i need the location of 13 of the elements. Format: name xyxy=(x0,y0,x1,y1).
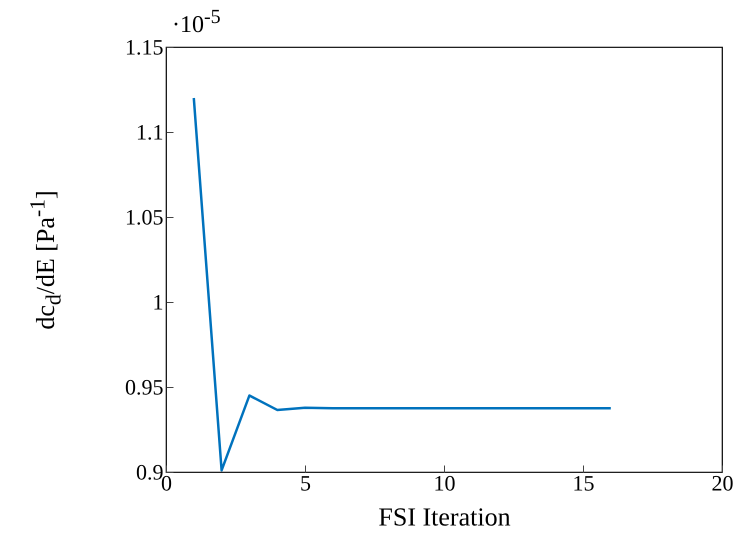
x-tick-label: 15 xyxy=(572,470,594,496)
y-tick-label: 1.05 xyxy=(125,204,164,230)
x-axis-title: FSI Iteration xyxy=(378,502,511,532)
x-tick-label: 20 xyxy=(712,470,734,496)
y-tick-label: 1.1 xyxy=(136,120,164,144)
y-tick-label: 0.95 xyxy=(125,374,164,400)
x-tick-label: 0 xyxy=(161,470,172,496)
text: ·10$^{-5}$ xyxy=(172,6,221,39)
x-tick-label: 5 xyxy=(300,470,311,496)
x-tick-label: 10 xyxy=(434,470,456,496)
y-tick-label: 1 xyxy=(152,290,164,314)
line-series xyxy=(192,96,612,472)
y-tick-label: 1.15 xyxy=(125,34,164,60)
